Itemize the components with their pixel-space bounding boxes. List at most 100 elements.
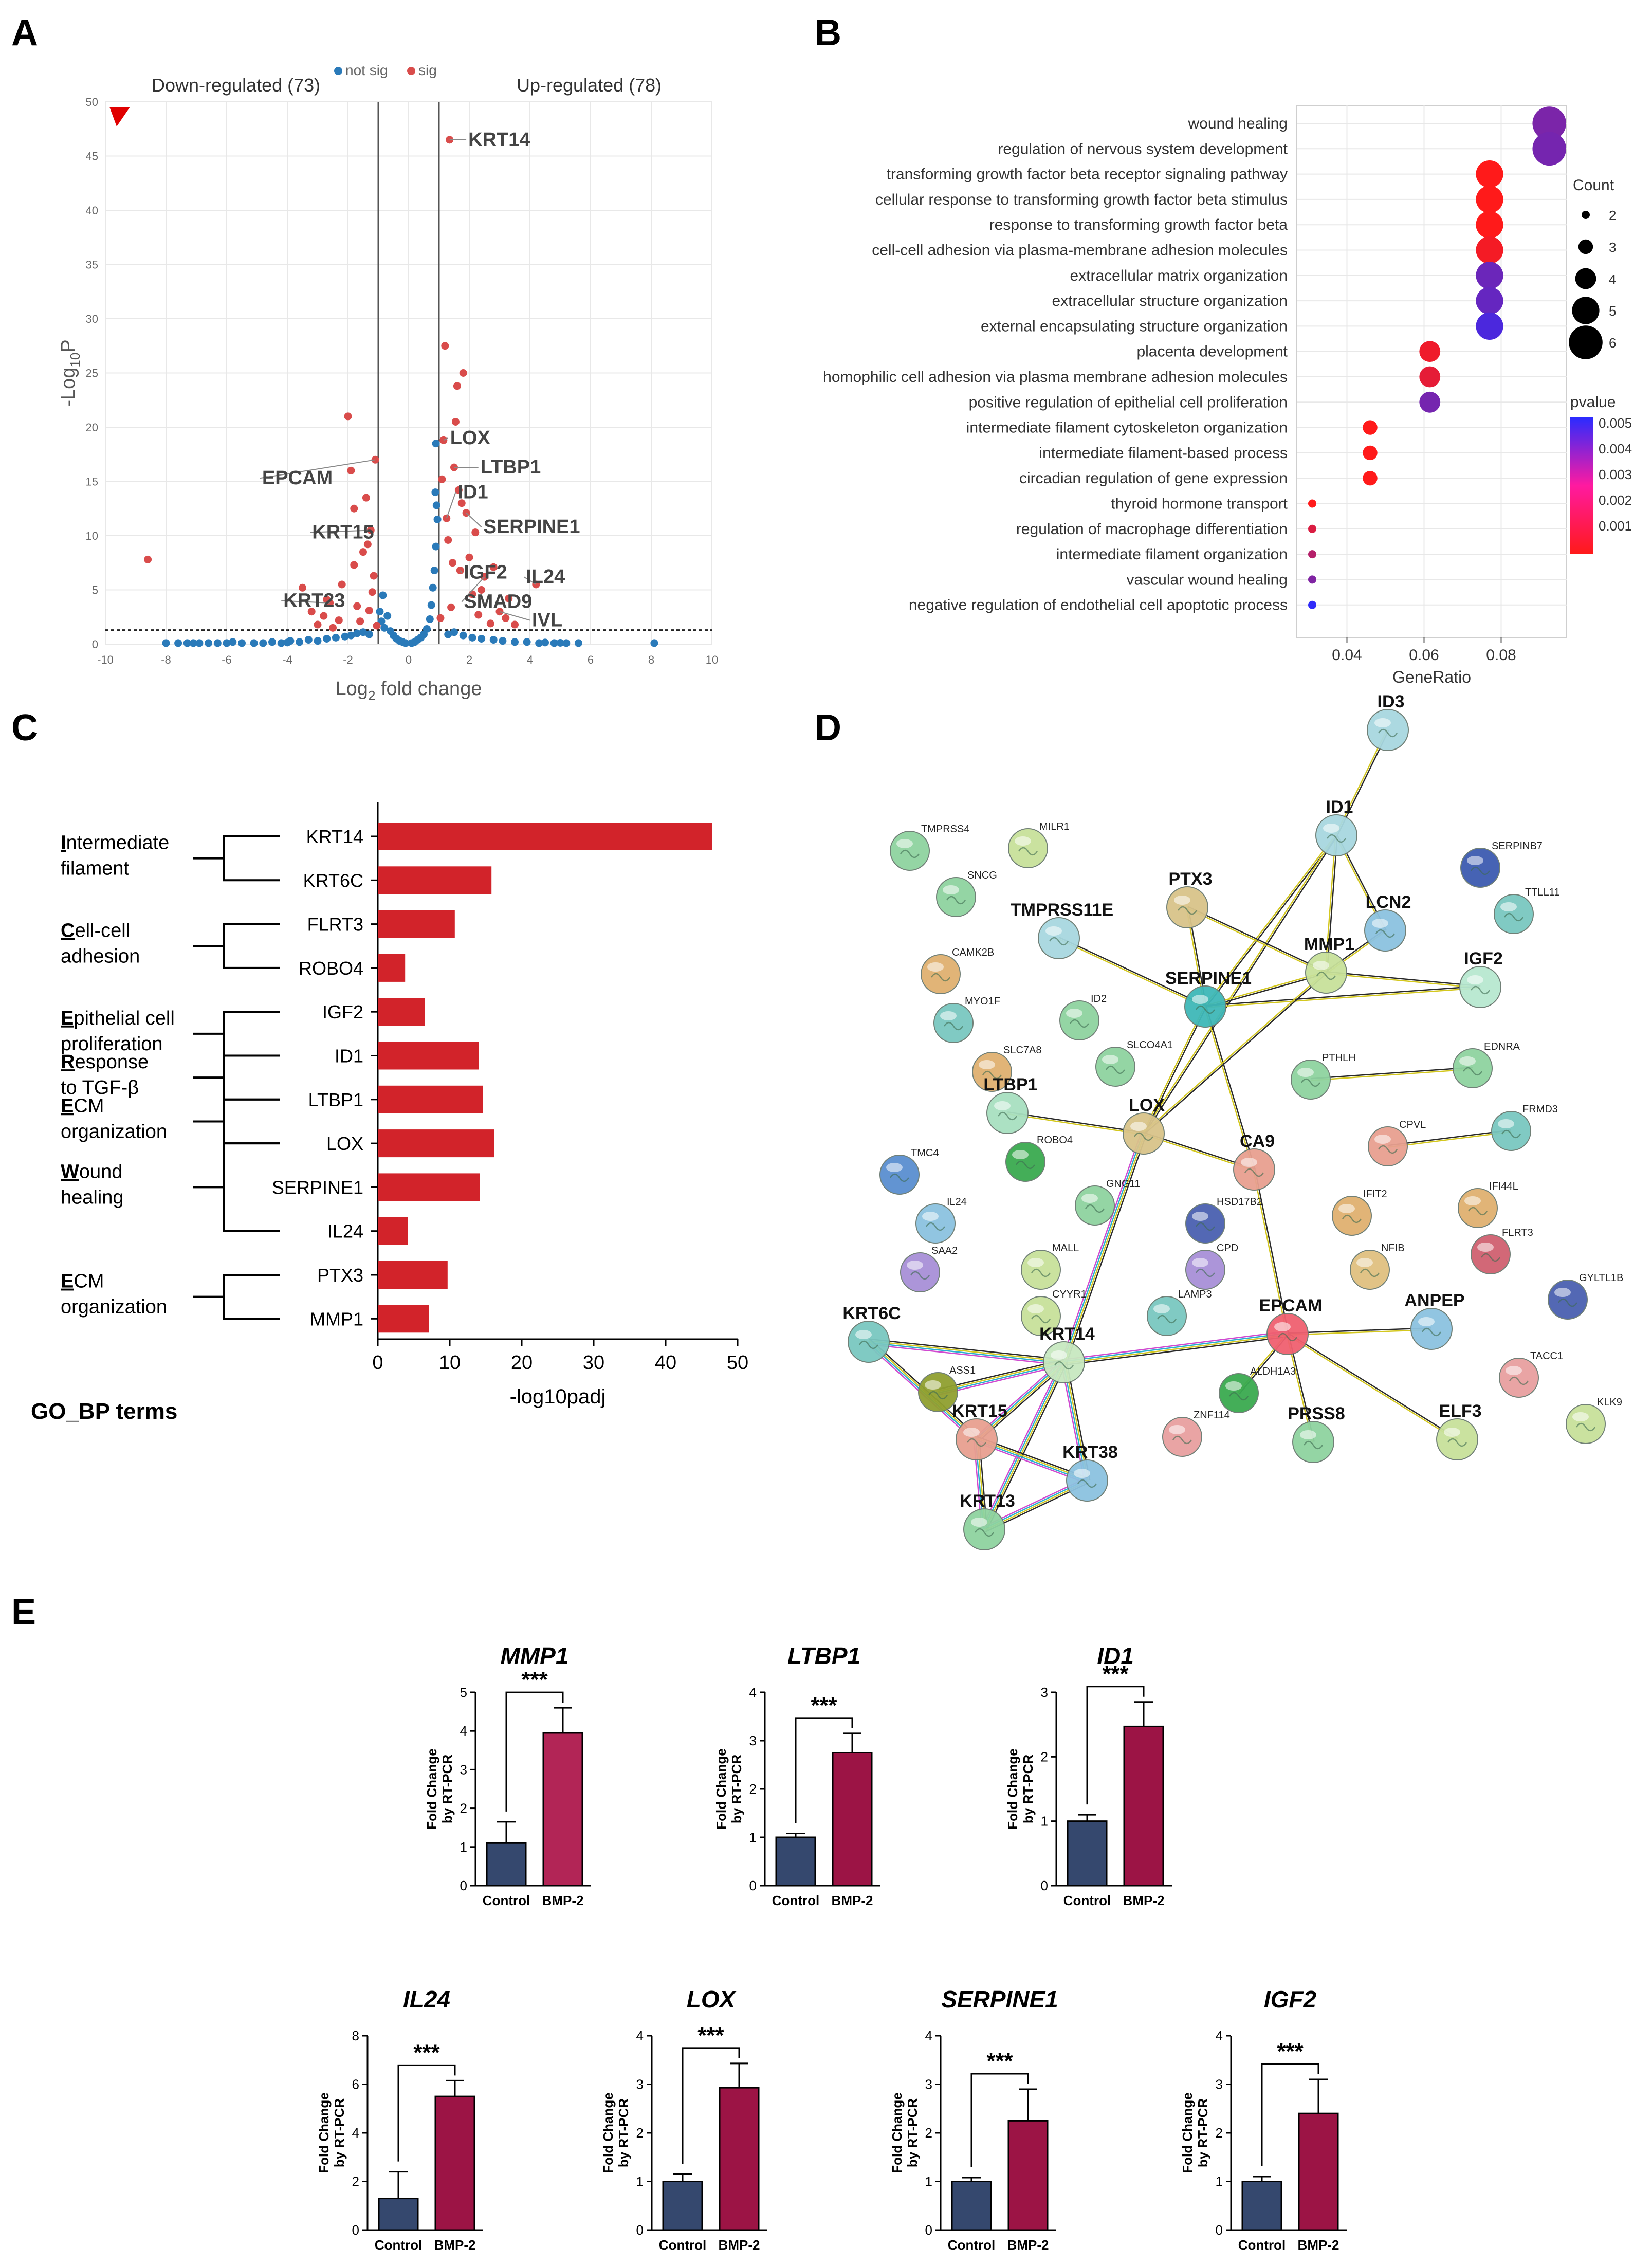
network-node-structure (1177, 906, 1198, 915)
network-node-highlight (1554, 1288, 1571, 1297)
network-node (890, 831, 930, 871)
gene-label: LTBP1 (481, 456, 541, 478)
y-tick-label: 1 (1216, 2174, 1223, 2189)
not-sig-point (444, 630, 452, 638)
sig-point (444, 536, 452, 544)
go-group-label: Epithelial cell (61, 1008, 175, 1029)
size-legend-label: 6 (1609, 335, 1616, 351)
not-sig-point (427, 601, 435, 609)
network-node-structure (930, 973, 951, 982)
not-sig-point (296, 638, 304, 646)
panel-e-qpcr-charts: MMP1 0 1 2 3 4 5 Fold Changeby RT-PCR Control BMP… (316, 1642, 1347, 2253)
go-dot (1476, 186, 1503, 213)
network-node-highlight (1192, 995, 1208, 1004)
not-sig-point (259, 639, 267, 647)
network-node (1021, 1250, 1061, 1290)
network-node-label: ELF3 (1439, 1401, 1481, 1421)
go-group-label: Wound (61, 1161, 122, 1182)
qpcr-bar (1007, 2120, 1049, 2231)
network-node-highlight (907, 1261, 923, 1270)
network-node (1499, 1358, 1539, 1398)
network-node-highlight (927, 962, 944, 972)
go-bar (378, 1129, 494, 1158)
network-edge (983, 1361, 1064, 1529)
gene-label: KRT6C (303, 870, 363, 891)
network-node-label: TACC1 (1530, 1350, 1563, 1362)
network-node (1005, 1142, 1045, 1182)
network-node-highlight (1012, 1150, 1029, 1159)
y-tick-label: 45 (86, 150, 98, 163)
go-dot (1476, 262, 1503, 289)
x-category-label: BMP-2 (542, 1893, 584, 1908)
network-node-label: ANPEP (1404, 1291, 1464, 1310)
go-term-label: wound healing (1188, 115, 1288, 132)
network-edge (1064, 1336, 1288, 1366)
gene-label-connector (460, 570, 463, 573)
y-tick-label: 1 (1041, 1814, 1048, 1829)
network-node (1162, 1417, 1202, 1457)
go-term-label: cell-cell adhesion via plasma-membrane a… (872, 242, 1288, 259)
qpcr-chart-igf2: IGF2 0 1 2 3 4 Fold Changeby RT-PCR Control BMP-… (1180, 1986, 1347, 2253)
not-sig-point (429, 583, 437, 592)
network-node-structure (889, 1173, 910, 1182)
significance-bracket (970, 2073, 1029, 2167)
network-node-structure (1470, 866, 1491, 875)
network-node-structure (925, 1222, 946, 1231)
network-node-structure (1303, 1440, 1324, 1450)
not-sig-point (195, 639, 204, 647)
network-edge (1062, 1133, 1144, 1362)
network-node-structure (1244, 1168, 1264, 1177)
qpcr-bar (486, 1842, 527, 1887)
size-legend-title: Count (1573, 177, 1614, 194)
qpcr-bar (775, 1836, 816, 1887)
go-dot (1532, 106, 1567, 140)
sig-point (471, 528, 480, 537)
go-term-label: placenta development (1136, 343, 1288, 360)
network-edge (1060, 1132, 1142, 1362)
network-edge (1058, 938, 1205, 1008)
go-dot (1476, 211, 1503, 239)
network-node (1460, 848, 1500, 888)
not-sig-point (523, 638, 531, 646)
network-edge (868, 1343, 1064, 1366)
legend-not-sig-label: not sig (345, 62, 388, 78)
y-tick-label: 2 (749, 1781, 757, 1797)
qpcr-chart-mmp1: MMP1 0 1 2 3 4 5 Fold Changeby RT-PCR Control BMP… (424, 1642, 591, 1908)
network-node-highlight (1356, 1258, 1373, 1267)
sig-point (359, 548, 367, 556)
network-edge (1064, 1134, 1145, 1363)
network-node-highlight (1418, 1317, 1435, 1326)
network-edge (1204, 1007, 1254, 1170)
network-node-label: ASS1 (949, 1365, 976, 1376)
go-dot (1419, 391, 1441, 413)
network-node-highlight (1066, 1009, 1082, 1018)
sig-point (441, 342, 449, 350)
qpcr-bar (951, 2181, 992, 2231)
network-node (963, 1508, 1005, 1550)
gene-label: ID1 (335, 1046, 363, 1067)
network-node-structure (1049, 937, 1069, 946)
y-tick-label: 0 (749, 1878, 757, 1893)
not-sig-point (304, 636, 313, 644)
network-node-highlight (1467, 975, 1483, 984)
go-dot (1363, 445, 1378, 461)
network-node-highlight (943, 885, 959, 894)
qpcr-chart-il24: IL24 0 2 4 6 8 Fold Changeby RT-PCR Control BMP-… (316, 1986, 483, 2253)
sig-point (356, 617, 364, 626)
y-tick-label: 0 (1216, 2222, 1223, 2238)
gene-label-connector (523, 576, 537, 585)
qpcr-chart-serpine1: SERPINE1 0 1 2 3 4 Fold Changeby RT-PCR Control… (889, 1986, 1058, 2253)
network-node-label: IGF2 (1464, 949, 1503, 969)
network-node-highlight (1297, 1068, 1314, 1077)
network-edge (1142, 1006, 1205, 1134)
qpcr-bar (1241, 2181, 1282, 2231)
not-sig-point (353, 629, 361, 637)
qpcr-chart-ltbp1: LTBP1 0 1 2 3 4 Fold Changeby RT-PCR Control BMP… (713, 1642, 880, 1908)
network-node-structure (1470, 985, 1491, 995)
go-term-label: intermediate filament cytoskeleton organ… (966, 419, 1288, 436)
network-node-structure (1557, 1298, 1578, 1307)
panel-label-d: D (815, 707, 841, 748)
panel-c-go-bar-chart: KRT14 KRT6C FLRT3 ROBO4 IGF2 ID1 LTBP1 LOX SERPI… (31, 802, 748, 1424)
x-tick-label: 0 (406, 653, 412, 666)
